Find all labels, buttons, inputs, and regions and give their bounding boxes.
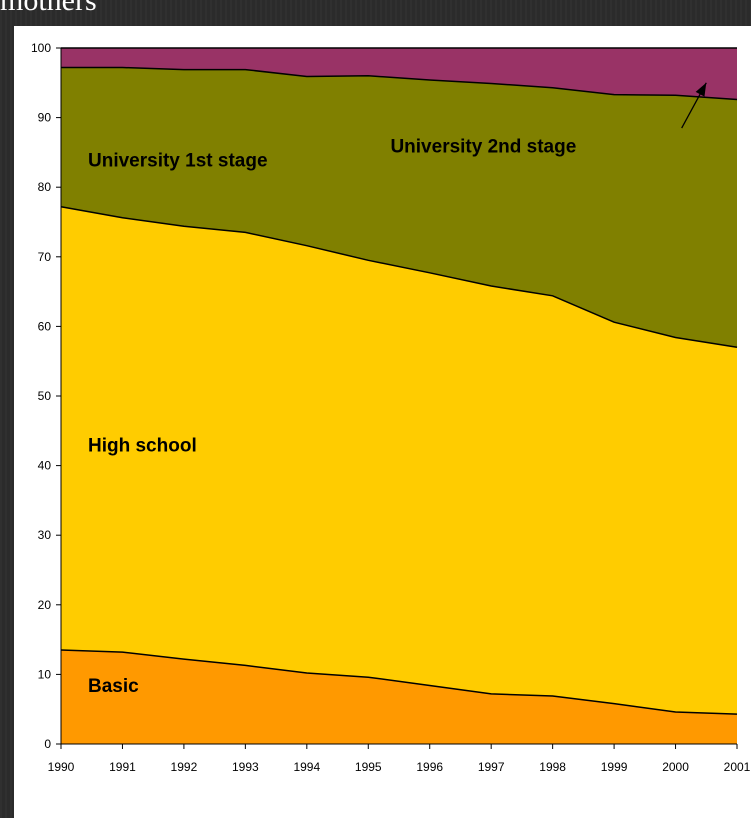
label-university-2nd-stage: University 2nd stage [390,136,576,157]
y-tick-label: 10 [38,667,52,681]
label-university-1st-stage: University 1st stage [88,150,268,171]
y-tick-label: 90 [38,111,52,125]
y-tick-label: 80 [38,180,52,194]
boundary-basic [60,649,738,715]
area-university-1st-stage [61,67,737,348]
x-tick-label: 1999 [601,760,628,774]
axes: 0 10 20 30 40 50 60 70 80 90 100 1990 1991 1992 1993 19… [31,41,751,774]
area-high-school [61,206,737,715]
y-tick-label: 30 [38,528,52,542]
y-tick-label: 100 [31,41,51,55]
area-layer [61,48,737,744]
stacked-area-chart: 0 10 20 30 40 50 60 70 80 90 100 1990 1991 1992 1993 19… [31,41,751,774]
label-basic: Basic [88,676,139,697]
x-tick-label: 1996 [416,760,443,774]
x-tick-label: 1992 [171,760,198,774]
x-tick-label: 1990 [48,760,75,774]
x-tick-label: 1998 [539,760,566,774]
x-tick-label: 1997 [478,760,505,774]
area-university-2nd-stage [61,48,737,100]
boundary-high-school [60,205,738,349]
y-tick-label: 40 [38,459,52,473]
x-tick-label: 1994 [293,760,320,774]
x-tick-label: 1991 [109,760,136,774]
y-tick-label: 50 [38,389,52,403]
area-labels: Basic High school University 1st stage Univ… [88,82,707,697]
label-high-school: High school [88,436,197,457]
boundary-university-1st-stage [61,66,738,101]
x-tick-label: 1993 [232,760,259,774]
y-tick-label: 70 [38,250,52,264]
x-tick-label: 2001 [724,760,751,774]
x-tick-label: 2000 [662,760,689,774]
y-tick-label: 60 [38,319,52,333]
y-tick-label: 0 [44,737,51,751]
arrow-head-icon [695,82,707,97]
y-tick-label: 20 [38,598,52,612]
boundary-lines [60,47,738,715]
area-basic [61,650,737,744]
x-tick-label: 1995 [355,760,382,774]
slide-title: mothers [0,0,97,17]
chart-panel: 0 10 20 30 40 50 60 70 80 90 100 1990 1991 1992 1993 19… [14,26,751,818]
